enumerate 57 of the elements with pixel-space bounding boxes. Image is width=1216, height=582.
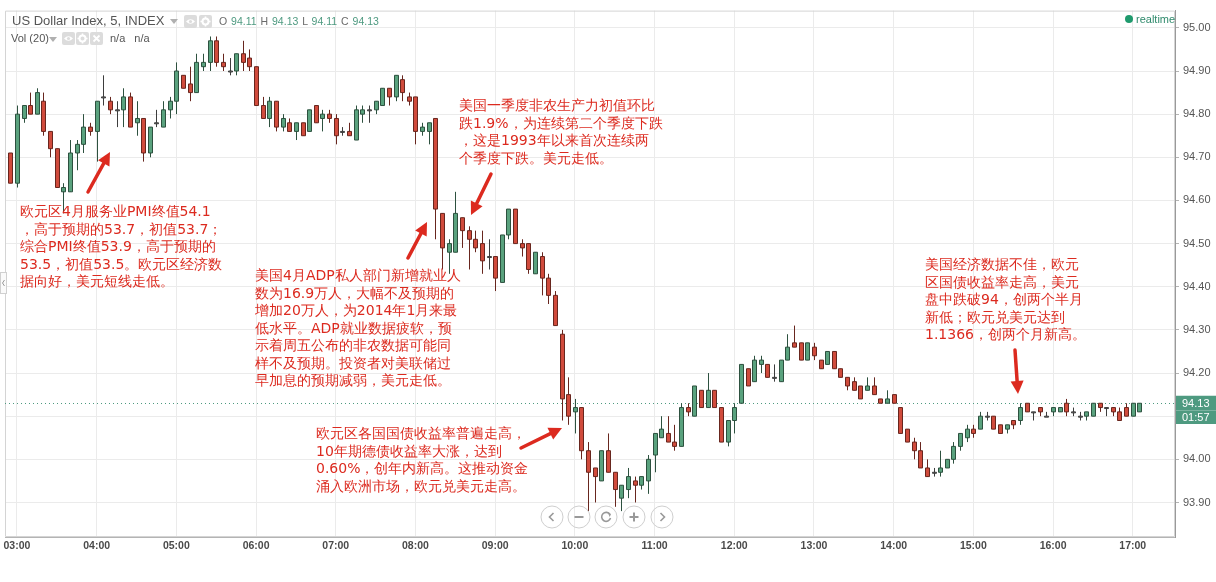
annotation: n/a n/a [110,32,150,45]
candlestick [898,407,903,434]
annotation: O 94.11 H 94.13 L 94.11 C 94.13 [219,15,379,27]
annotation: realtime [1136,12,1176,26]
y-tick-label: 95.00 [1183,20,1211,33]
candlestick [938,450,943,478]
candlestick [719,407,724,443]
candlestick [606,432,611,473]
candlestick [679,402,684,447]
annotation: 欧元区各国国债收益率普遍走高，10年期德债收益率大涨，达到0.60%，创年内新高。这推动资金涌入欧洲市场，欧元兑美元走高。 [316,425,529,495]
candlestick [161,100,166,128]
chart-title: US Dollar Index, 5, INDEX [12,13,165,29]
x-tick-label: 16:00 [1039,539,1067,552]
x-tick-label: 05:00 [162,539,190,552]
y-tick-label: 93.90 [1183,495,1211,508]
candlestick [307,109,312,132]
text: Vol (20) [11,32,49,45]
x-tick-label: 06:00 [242,539,270,552]
y-tick-label: 94.90 [1183,64,1211,77]
candlestick [586,441,591,512]
text: 01:57 [1176,410,1216,424]
candlestick [28,92,33,115]
candlestick [633,476,638,503]
candlestick [208,35,213,72]
x-tick-label: 12:00 [720,539,748,552]
y-tick-label: 94.80 [1183,107,1211,120]
ref-line-label: 94.13 [1182,396,1210,409]
candlestick [427,122,432,145]
candlestick [214,35,219,68]
y-tick-label: 94.00 [1183,452,1211,465]
y-tick-label: 94.50 [1183,236,1211,249]
x-tick-label: 15:00 [959,539,987,552]
x-tick-label: 17:00 [1119,539,1147,552]
annotation: 美国一季度非农生产力初值环比跌1.9%，为连续第二个季度下跌，这是1993年以来首次连续两个季度下跌。美元走低。 [459,97,663,167]
y-tick-label: 94.60 [1183,193,1211,206]
x-tick-label: 08:00 [402,539,430,552]
annotation: 欧元区4月服务业PMI终值54.1，高于预期的53.7，初值53.7；综合PMI终值53.9，高于预期的53.5，初值53.5。欧元区经济数据向好，美元短线走低。 [20,203,223,291]
y-tick-label: 94.40 [1183,279,1211,292]
candlestick [35,87,40,115]
y-tick-label: 94.20 [1183,366,1211,379]
x-tick-label: 03:00 [3,539,31,552]
x-tick-label: 11:00 [641,539,668,552]
candlestick [261,96,266,119]
candlestick [55,148,60,189]
x-tick-label: 07:00 [322,539,350,552]
x-tick-label: 13:00 [800,539,828,552]
y-tick-label: 94.70 [1183,150,1211,163]
annotation: 美国经济数据不佳，欧元区国债收益率走高，美元盘中跌破94，创两个半月新低；欧元兑美元达到1.1366，创两个月新高。 [925,256,1086,344]
annotation: 美国4月ADP私人部门新增就业人数为16.9万人，大幅不及预期的增加20万人，为2014年1月来最低水平。ADP就业数据疲软，预示着周五公布的非农数据可能同样不及预期。投资者对美联储过早加息的预期减弱，美元走低。 [255,267,461,390]
candlestick [493,256,498,292]
x-tick-label: 09:00 [481,539,509,552]
x-tick-label: 04:00 [83,539,111,552]
x-tick-label: 10:00 [561,539,589,552]
candlestick [792,325,797,348]
candlestick [128,92,133,128]
x-tick-label: 14:00 [880,539,908,552]
y-tick-label: 94.30 [1183,322,1211,335]
